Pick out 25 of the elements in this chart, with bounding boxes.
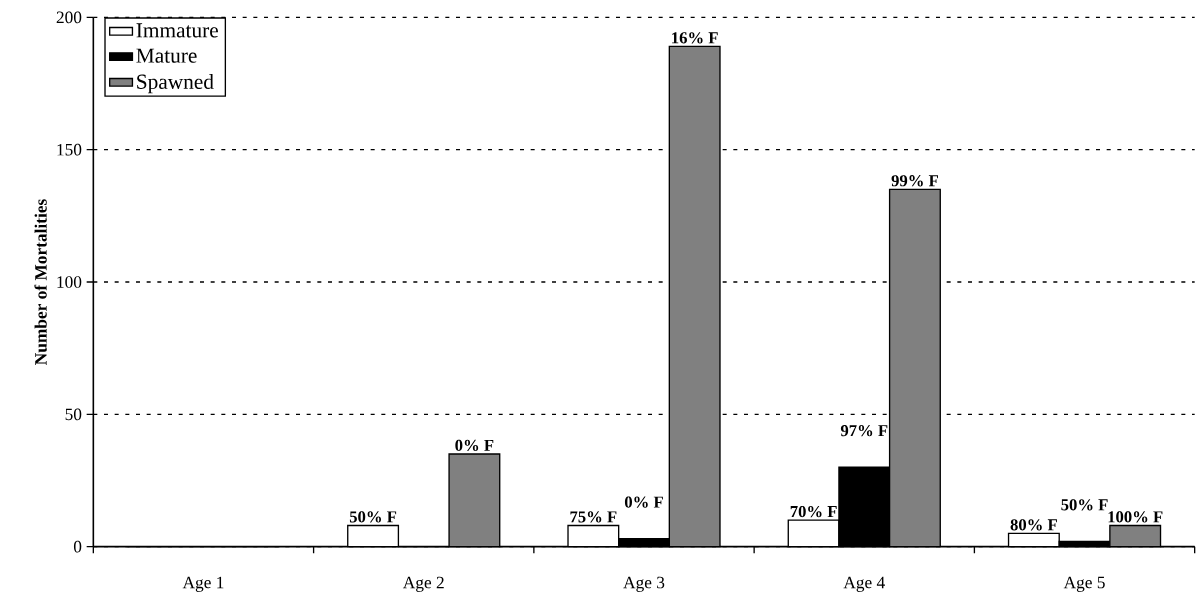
- x-tick-label: Age 4: [843, 576, 885, 593]
- annotation: 16% F: [672, 32, 718, 44]
- annotation: 0% F: [624, 496, 663, 508]
- annotation: 100% F: [1108, 511, 1163, 523]
- y-tick-label: 200: [56, 11, 82, 24]
- legend-label: Spawned: [137, 74, 214, 94]
- annotation: 80% F: [1010, 519, 1057, 531]
- y-tick-label: 150: [57, 143, 82, 156]
- x-tick-label: Age 3: [623, 576, 665, 593]
- annotation: 75% F: [570, 511, 617, 523]
- annotation: 50% F: [1061, 499, 1108, 511]
- x-tick-label: Age 5: [1063, 576, 1105, 593]
- legend-label: Immature: [136, 23, 218, 38]
- y-tick-label: 0: [73, 540, 82, 553]
- annotation: 99% F: [891, 175, 938, 187]
- annotation: 0% F: [455, 439, 494, 452]
- annotation: 70% F: [790, 506, 837, 518]
- y-axis-title: Number of Mortalities: [34, 199, 47, 366]
- y-tick-label: 50: [65, 408, 82, 421]
- legend-label: Mature: [136, 48, 197, 63]
- annotation: 50% F: [349, 511, 397, 523]
- x-tick-label: Age 1: [182, 576, 224, 593]
- x-tick-label: Age 2: [402, 576, 444, 593]
- annotation: 97% F: [840, 425, 888, 437]
- y-tick-label: 100: [57, 276, 82, 289]
